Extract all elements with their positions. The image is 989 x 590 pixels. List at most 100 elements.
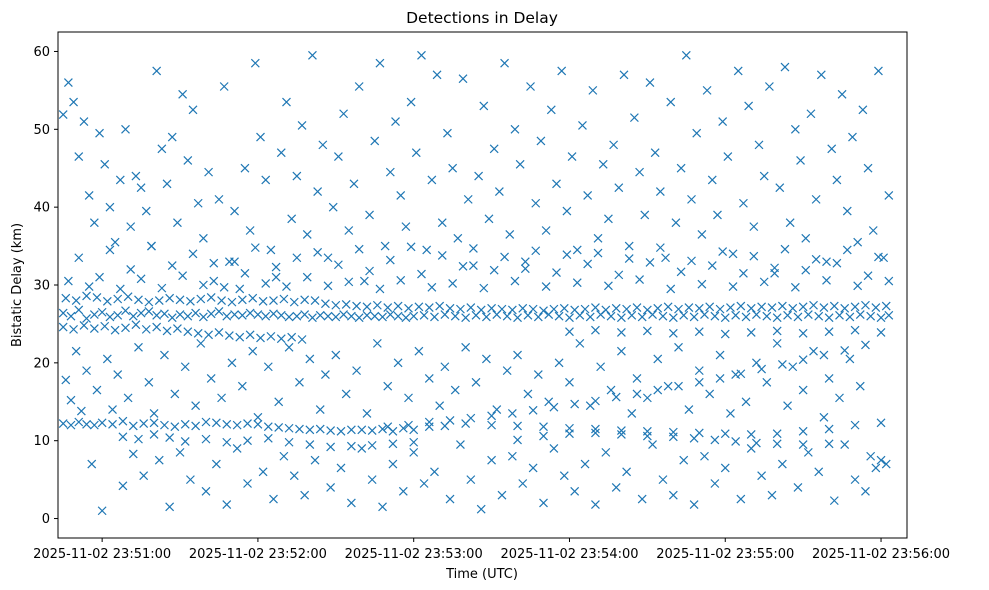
data-point (687, 256, 696, 266)
data-point (115, 175, 125, 185)
data-point (645, 258, 655, 267)
data-point (528, 463, 538, 473)
data-point (430, 467, 439, 477)
data-point (850, 302, 860, 312)
data-point (863, 163, 873, 173)
data-point (331, 312, 341, 322)
data-point (874, 252, 883, 262)
data-point (684, 303, 694, 312)
data-point (253, 310, 263, 320)
data-point (507, 451, 517, 461)
data-point (128, 449, 138, 459)
data-point (118, 416, 128, 426)
data-point (435, 301, 445, 311)
data-point (741, 397, 751, 407)
data-point (809, 346, 818, 356)
data-point (585, 312, 595, 322)
data-point (440, 310, 450, 320)
data-point (866, 451, 876, 461)
data-point (780, 62, 790, 72)
data-point (419, 479, 429, 488)
data-point (487, 455, 497, 465)
data-point (232, 420, 242, 430)
data-point (271, 272, 281, 282)
data-point (770, 263, 780, 273)
data-point (744, 101, 754, 111)
data-point (824, 439, 834, 449)
chart-title: Detections in Delay (406, 9, 558, 27)
data-point (767, 490, 777, 500)
data-point (235, 332, 245, 342)
data-point (406, 97, 416, 107)
data-point (170, 422, 180, 432)
data-point (762, 377, 772, 387)
data-point (591, 428, 600, 438)
data-point (476, 504, 486, 514)
data-point (82, 366, 91, 376)
data-point (326, 426, 336, 435)
data-point (352, 366, 362, 376)
data-point (705, 302, 715, 312)
data-point (616, 346, 626, 356)
data-point (320, 370, 330, 379)
data-point (144, 377, 154, 387)
data-point (346, 311, 356, 321)
data-point (222, 437, 232, 447)
data-point (822, 257, 831, 267)
data-point (110, 325, 120, 335)
data-point (256, 333, 265, 343)
data-point (759, 277, 769, 287)
data-point (554, 358, 564, 368)
data-point (824, 327, 834, 337)
data-point (430, 312, 439, 322)
data-point (718, 247, 728, 256)
data-point (861, 486, 870, 496)
data-point (593, 233, 603, 243)
data-point (175, 295, 185, 305)
data-point (489, 265, 499, 275)
data-point (126, 265, 136, 274)
data-point (788, 362, 798, 372)
data-point (715, 304, 725, 314)
data-point (196, 294, 206, 304)
data-point (456, 440, 465, 450)
data-point (346, 498, 356, 508)
data-point (720, 429, 730, 439)
data-point (243, 436, 252, 446)
data-point (92, 293, 102, 302)
data-point (668, 313, 678, 323)
data-point (874, 66, 883, 76)
data-point (230, 206, 239, 216)
data-point (570, 486, 580, 496)
data-point (593, 248, 603, 258)
data-point (217, 393, 226, 403)
data-point (141, 324, 151, 334)
data-point (757, 364, 767, 374)
data-point (346, 425, 356, 435)
data-point (367, 426, 377, 435)
data-point (406, 242, 416, 252)
data-point (258, 296, 268, 306)
data-point (746, 444, 756, 453)
data-point (417, 50, 426, 60)
data-point (346, 441, 356, 451)
data-point (829, 496, 839, 506)
data-point (258, 467, 268, 477)
data-point (445, 303, 455, 313)
x-tick-label: 2025-11-02 23:51:00 (33, 547, 171, 562)
data-point (263, 362, 273, 372)
data-point (136, 308, 146, 318)
x-axis: 2025-11-02 23:51:00 2025-11-02 23:52:00 20… (33, 538, 950, 562)
data-point (518, 303, 528, 313)
data-point (694, 303, 704, 313)
data-point (814, 311, 824, 321)
data-point (692, 128, 702, 138)
data-point (819, 350, 829, 360)
data-point (803, 447, 813, 457)
data-point (801, 265, 811, 275)
data-point (284, 342, 294, 352)
data-point (453, 233, 463, 243)
data-point (739, 198, 748, 208)
data-point (274, 423, 284, 432)
data-point (100, 321, 110, 331)
